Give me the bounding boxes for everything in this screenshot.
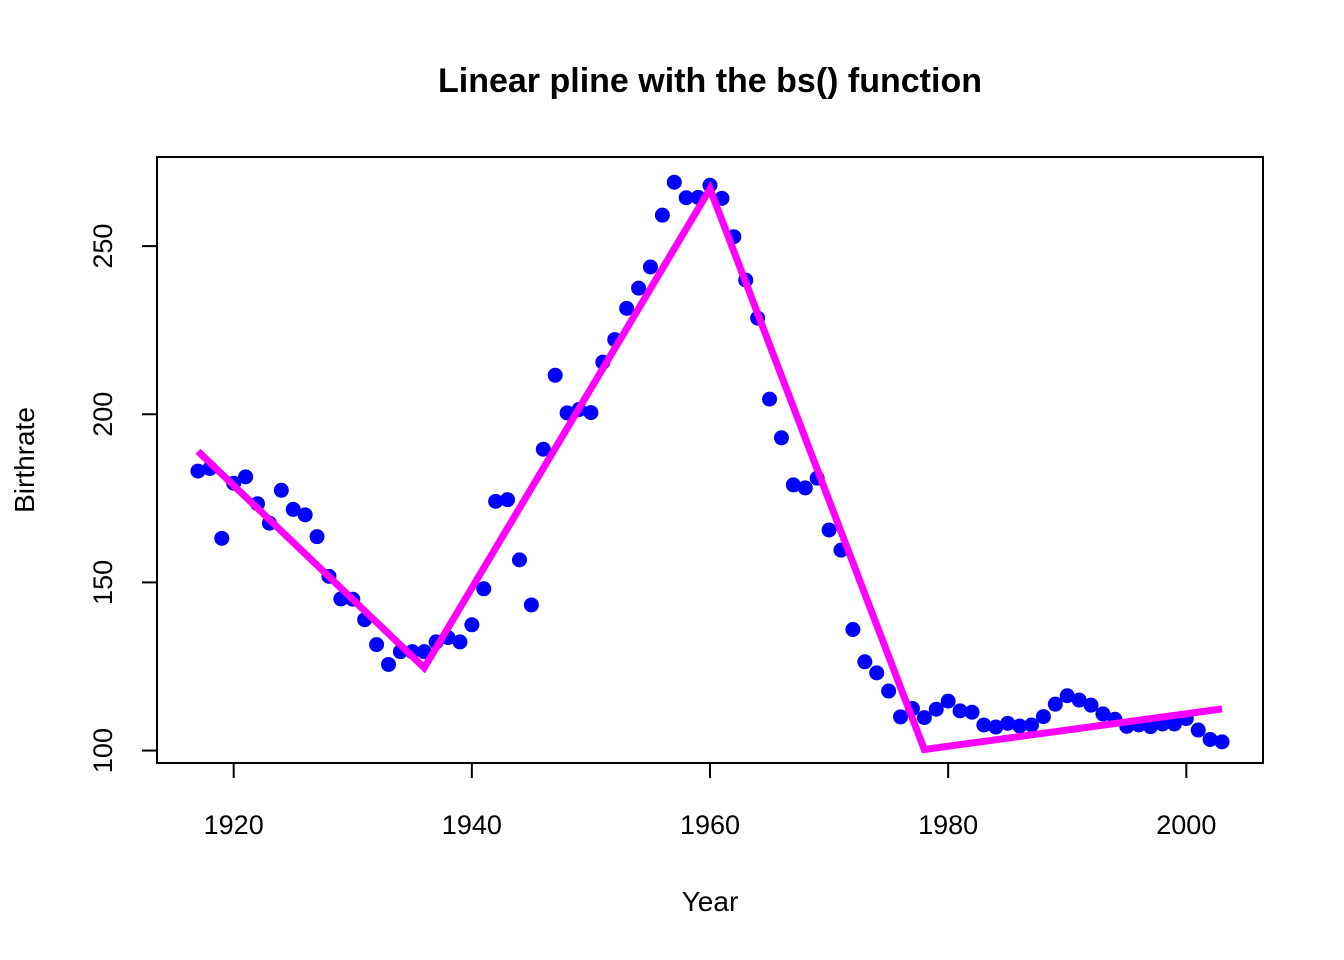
y-axis: 100 150 200 250	[88, 224, 158, 773]
data-point	[964, 704, 980, 720]
data-point	[1095, 706, 1111, 722]
data-point	[297, 507, 313, 523]
data-point	[1166, 716, 1182, 732]
data-point	[1083, 697, 1099, 713]
data-point	[940, 693, 956, 709]
data-point	[797, 480, 813, 496]
data-point	[845, 621, 861, 637]
x-tick-label: 1980	[918, 810, 978, 840]
data-point	[238, 469, 254, 485]
data-point	[309, 529, 325, 545]
data-point	[511, 552, 527, 568]
data-point	[619, 300, 635, 316]
data-point	[583, 405, 599, 421]
spline-line-path	[195, 180, 1223, 754]
data-point	[190, 463, 206, 479]
data-point	[547, 367, 563, 383]
data-point	[893, 709, 909, 725]
data-point	[988, 719, 1004, 735]
y-tick-label: 150	[88, 560, 118, 605]
data-points	[190, 174, 1230, 750]
x-tick-label: 1940	[442, 810, 502, 840]
data-point	[523, 597, 539, 613]
data-point	[1047, 696, 1063, 712]
data-point	[631, 280, 647, 296]
data-point	[666, 174, 682, 190]
data-point	[452, 634, 468, 650]
data-point	[476, 581, 492, 597]
data-point	[928, 701, 944, 717]
data-point	[1024, 717, 1040, 733]
data-point	[1190, 722, 1206, 738]
data-point	[1143, 719, 1159, 735]
y-tick-label: 200	[88, 392, 118, 437]
data-point	[773, 430, 789, 446]
data-point	[1214, 734, 1230, 750]
data-point	[1012, 718, 1028, 734]
data-point	[881, 683, 897, 699]
data-point	[285, 501, 301, 517]
data-point	[535, 441, 551, 457]
y-tick-label: 100	[88, 728, 118, 773]
data-point	[869, 665, 885, 681]
data-point	[214, 530, 230, 546]
data-point	[500, 492, 516, 508]
data-point	[857, 654, 873, 670]
x-tick-label: 1920	[204, 810, 264, 840]
data-point	[821, 522, 837, 538]
data-point	[1059, 688, 1075, 704]
data-point	[464, 617, 480, 633]
data-point	[369, 637, 385, 653]
x-tick-label: 1960	[680, 810, 740, 840]
data-point	[762, 391, 778, 407]
chart-title: Linear pline with the bs() function	[438, 62, 982, 100]
y-tick-label: 250	[88, 224, 118, 269]
data-point	[916, 710, 932, 726]
data-point	[1071, 692, 1087, 708]
x-tick-label: 2000	[1156, 810, 1216, 840]
data-point	[654, 207, 670, 223]
data-point	[1000, 715, 1016, 731]
spline-line	[195, 180, 1223, 754]
data-point	[952, 703, 968, 719]
x-axis: 1920 1940 1960 1980 2000	[204, 762, 1216, 840]
plot-frame	[156, 156, 1264, 764]
x-axis-label: Year	[682, 886, 739, 917]
data-point	[642, 259, 658, 275]
data-point	[488, 493, 504, 509]
data-point	[678, 190, 694, 206]
data-point	[1035, 709, 1051, 725]
data-point	[273, 482, 289, 498]
data-point	[380, 656, 396, 672]
data-point	[785, 477, 801, 493]
y-axis-label: Birthrate	[9, 407, 40, 513]
data-point	[976, 717, 992, 733]
data-point	[1202, 731, 1218, 747]
